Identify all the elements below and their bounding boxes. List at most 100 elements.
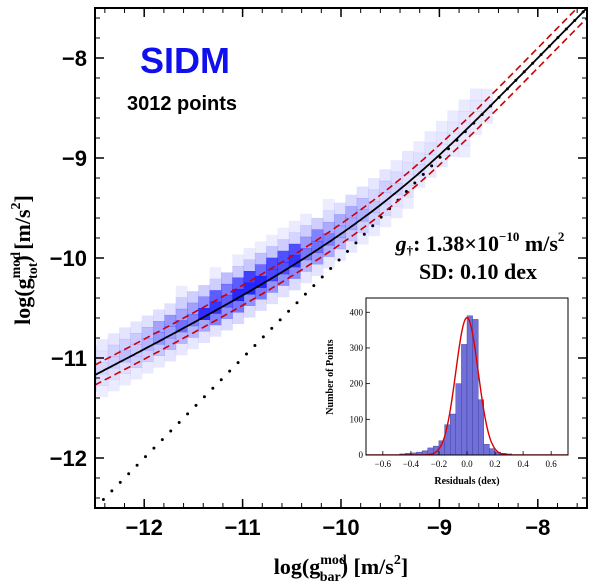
heatmap-cell: [164, 314, 177, 327]
histogram-bar: [461, 344, 468, 455]
inset-x-tick-label: −0.6: [375, 459, 392, 469]
heatmap-cell: [254, 264, 267, 277]
x-axis-ticks: −12 −11 −10 −9 −8: [104, 8, 578, 540]
heatmap-cell: [266, 269, 278, 282]
heatmap-cell: [288, 266, 301, 279]
heatmap-cell: [334, 202, 346, 215]
inset-y-ticks: 0 100 200 300 400: [350, 307, 370, 460]
histogram-bar: [466, 315, 473, 455]
y-tick-label: −9: [62, 146, 87, 171]
heatmap-cell: [288, 243, 301, 256]
heatmap-cell: [266, 280, 278, 293]
inset-y-tick-label: 100: [350, 414, 364, 424]
heatmap-cell: [390, 160, 403, 173]
fit-minus-sd-line: [95, 16, 587, 386]
heatmap-cell: [458, 134, 471, 146]
heatmap-cell: [107, 367, 120, 380]
heatmap-cell: [288, 232, 301, 245]
heatmap-cell: [119, 338, 131, 351]
y-axis-title: log(gmod tot) [m/s2]: [9, 195, 41, 325]
heatmap-cell: [436, 132, 448, 145]
y-axis-ticks: −12 −11 −10 −9 −8: [50, 17, 587, 499]
heatmap-cell: [356, 232, 369, 245]
heatmap-cell: [153, 344, 165, 356]
heatmap-cell: [232, 277, 245, 290]
heatmap-cell: [458, 99, 471, 112]
heatmap-cell: [198, 331, 211, 343]
heatmap-cell: [277, 285, 290, 298]
heatmap-cell: [221, 318, 233, 331]
heatmap-cell: [130, 321, 143, 334]
heatmap-cell: [458, 145, 471, 158]
heatmap-cell: [266, 292, 278, 305]
heatmap-cell: [198, 296, 211, 309]
heatmap-cell: [277, 227, 290, 240]
heatmap-cell: [390, 194, 403, 207]
inset-x-tick-label: 0.2: [489, 459, 500, 469]
heatmap-cell: [277, 239, 290, 252]
inset-x-tick-label: −0.4: [403, 459, 420, 469]
heatmap-cell: [153, 309, 165, 322]
heatmap-cell: [300, 213, 312, 226]
fit-annotation: g†: 1.38×10−10 m/s2: [395, 229, 565, 258]
heatmap-cell: [209, 278, 222, 291]
heatmap-cell: [198, 308, 211, 320]
heatmap-cell: [266, 234, 278, 247]
heatmap-cell: [187, 291, 199, 304]
histogram-bar: [472, 319, 479, 455]
inset-x-tick-label: 0.6: [546, 459, 558, 469]
heatmap-cell: [164, 349, 177, 362]
heatmap-cell: [175, 297, 188, 310]
heatmap-cell: [96, 339, 109, 352]
heatmap-cell: [243, 282, 256, 295]
heatmap-cell: [175, 285, 188, 298]
heatmap-cell: [153, 355, 165, 368]
heatmap-cell: [277, 273, 290, 286]
heatmap-cell: [119, 373, 131, 386]
inset-y-title: Number of Points: [325, 339, 336, 414]
heatmap-cell: [243, 294, 256, 306]
heatmap-cell: [187, 337, 199, 350]
heatmap-cell: [175, 331, 188, 344]
heatmap-cell: [266, 257, 278, 270]
heatmap-cell: [334, 214, 346, 227]
heatmap-cell: [300, 271, 312, 284]
heatmap-cell: [334, 248, 346, 261]
sd-annotation: SD: 0.10 dex: [419, 259, 537, 284]
heatmap-cell: [243, 271, 256, 283]
heatmap-cell: [130, 333, 143, 345]
heatmap-cell: [402, 162, 414, 175]
heatmap-cell: [243, 305, 256, 318]
heatmap-cell: [390, 183, 403, 196]
heatmap-cell: [221, 295, 233, 308]
x-tick-label: −10: [322, 515, 359, 540]
x-tick-label: −11: [225, 515, 261, 540]
heatmap-cell: [164, 337, 177, 350]
heatmap-cell: [141, 350, 154, 362]
heatmap-cell: [187, 302, 199, 315]
heatmap-cell: [119, 350, 131, 363]
fit-annotation-exponent: −10: [499, 229, 519, 244]
y-tick-label: −11: [51, 346, 87, 371]
heatmap-cell: [164, 326, 177, 339]
heatmap-cell: [96, 385, 109, 398]
heatmap-cell: [368, 201, 380, 214]
histogram-bar: [455, 383, 462, 455]
fit-line: [95, 8, 587, 377]
heatmap-cell: [413, 164, 426, 177]
x-tick-label: −8: [525, 515, 550, 540]
heatmap-cell: [209, 267, 222, 280]
heatmap-cell: [322, 221, 335, 234]
heatmap-cell: [119, 361, 131, 374]
heatmap-cell: [107, 344, 120, 357]
heatmap: [95, 88, 493, 398]
heatmap-cell: [413, 152, 426, 165]
heatmap-cell: [209, 301, 222, 314]
heatmap-cell: [175, 320, 188, 333]
heatmap-cell: [334, 237, 346, 250]
heatmap-cell: [300, 259, 312, 272]
inset-x-tick-label: 0.0: [461, 459, 473, 469]
heatmap-cell: [198, 285, 211, 297]
heatmap-cell: [153, 321, 165, 333]
